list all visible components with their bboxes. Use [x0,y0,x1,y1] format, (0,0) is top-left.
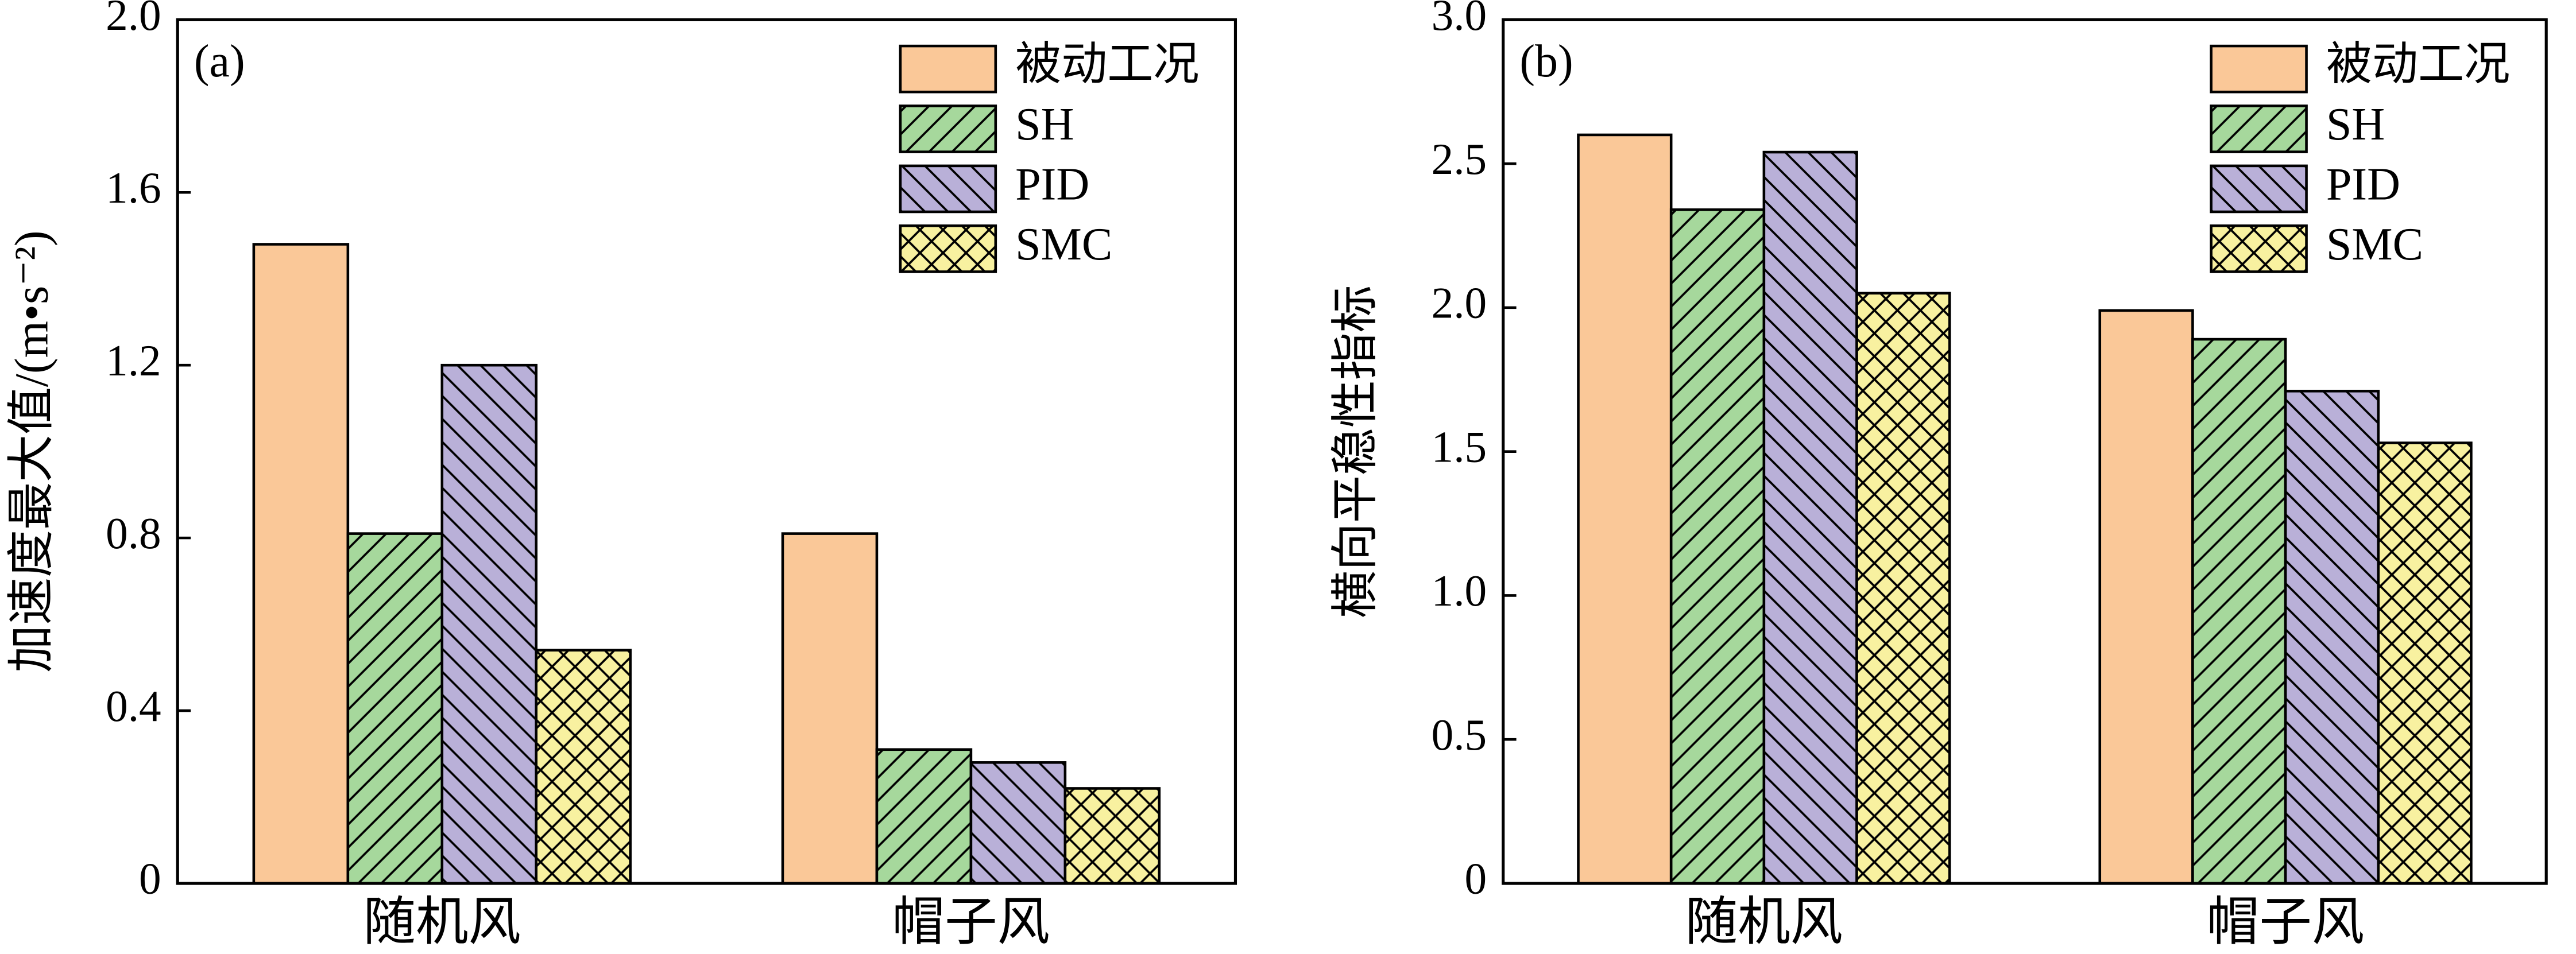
y-tick-label: 0.5 [1432,710,1487,759]
y-tick-label: 1.5 [1432,422,1487,471]
panel-label: (b) [1519,36,1573,87]
legend-swatch [2210,164,2308,214]
y-tick-label: 0 [1465,854,1487,903]
legend-swatch [899,44,997,94]
legend-label: 被动工况 [1015,40,1199,90]
y-tick-label: 0.8 [106,509,161,558]
plot-frame [1502,18,2548,885]
bar [252,243,350,885]
bar [2098,309,2194,885]
bar [535,649,632,885]
legend-label: SMC [1015,219,1112,270]
bar [2284,390,2380,885]
legend-label: PID [2326,159,2400,210]
bar [346,532,444,885]
bar [1669,208,1766,885]
bar [875,748,973,885]
legend-label: 被动工况 [2326,40,2510,90]
legend-label: SH [1015,99,1074,150]
bar [1855,292,1951,885]
bar [1762,150,1858,885]
bar [969,761,1067,885]
legend-label: SH [2326,99,2385,150]
y-axis-label: 横向平稳性指标 [1329,285,1382,618]
bar [2377,441,2473,885]
bar [1577,133,1673,885]
y-tick-label: 2.5 [1432,134,1487,184]
legend-swatch [899,104,997,153]
y-tick-label: 1.6 [106,163,161,212]
bar [781,532,879,885]
y-tick-label: 0.4 [106,681,161,731]
y-axis-label: 加速度最大值/(m•s⁻²) [5,230,57,672]
legend-swatch [2210,44,2308,94]
legend-swatch [899,224,997,273]
y-tick-label: 2.0 [106,0,161,40]
bar [1063,787,1161,885]
x-tick-label: 随机风 [1685,893,1843,951]
y-tick-label: 2.0 [1432,278,1487,328]
bar [2191,338,2287,885]
x-tick-label: 帽子风 [2207,893,2365,951]
legend-swatch [2210,224,2308,273]
legend-swatch [899,164,997,214]
y-tick-label: 1.0 [1432,566,1487,615]
legend-label: SMC [2326,219,2423,270]
bar [440,363,538,885]
legend-label: PID [1015,159,1089,210]
x-tick-label: 帽子风 [892,893,1050,951]
plot-frame [176,18,1237,885]
y-tick-label: 0 [139,854,161,903]
y-tick-label: 3.0 [1432,0,1487,40]
panel-label: (a) [194,36,245,87]
legend-swatch [2210,104,2308,153]
x-tick-label: 随机风 [363,893,521,951]
y-tick-label: 1.2 [106,336,161,385]
